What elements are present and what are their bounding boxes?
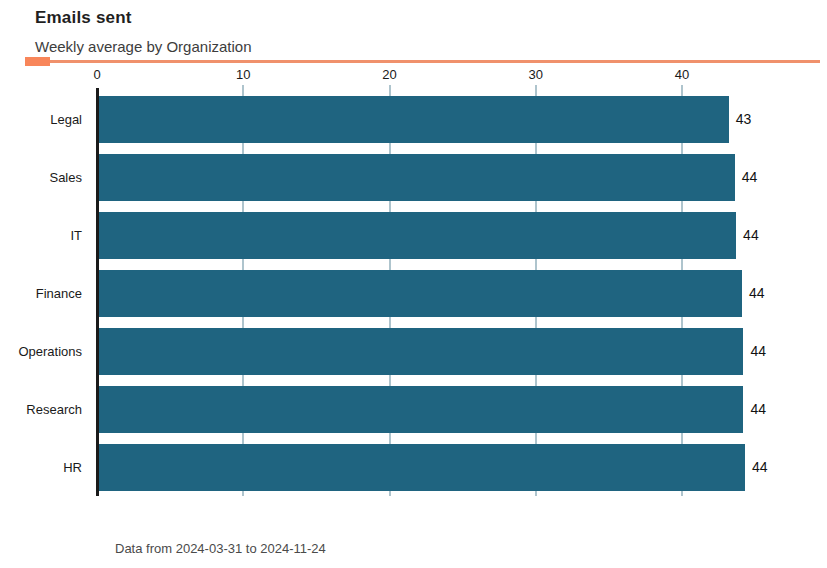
category-label: HR	[0, 444, 82, 491]
x-tick-label: 0	[67, 67, 127, 82]
bar	[99, 96, 729, 143]
category-label: Research	[0, 386, 82, 433]
x-tick-label: 20	[360, 67, 420, 82]
chart-canvas: Emails sent Weekly average by Organizati…	[0, 0, 827, 568]
x-tick-label: 30	[506, 67, 566, 82]
bar	[99, 386, 743, 433]
value-label: 43	[736, 96, 752, 143]
x-tick-label: 40	[652, 67, 712, 82]
value-label: 44	[750, 386, 766, 433]
bar	[99, 212, 736, 259]
value-label: 44	[743, 212, 759, 259]
value-label: 44	[749, 270, 765, 317]
value-label: 44	[750, 328, 766, 375]
category-label: Finance	[0, 270, 82, 317]
x-tick-label: 10	[213, 67, 273, 82]
bar	[99, 270, 742, 317]
category-label: Sales	[0, 154, 82, 201]
y-axis-line	[96, 88, 99, 496]
category-label: Legal	[0, 96, 82, 143]
bar	[99, 154, 735, 201]
plot-area: 0 10 20 30 40 Legal 43 Sales 44 IT 44 Finance 44 Oper…	[0, 0, 827, 568]
value-label: 44	[742, 154, 758, 201]
chart-footnote: Data from 2024-03-31 to 2024-11-24	[115, 541, 326, 556]
category-label: Operations	[0, 328, 82, 375]
bar	[99, 328, 743, 375]
category-label: IT	[0, 212, 82, 259]
value-label: 44	[752, 444, 768, 491]
bar	[99, 444, 745, 491]
